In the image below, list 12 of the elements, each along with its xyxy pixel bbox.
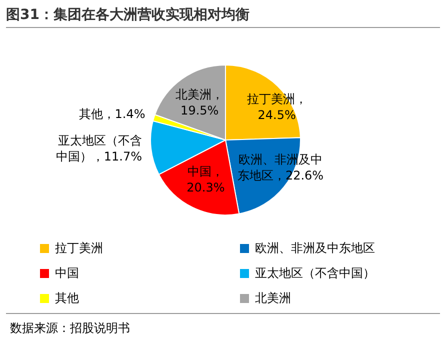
legend-label: 其他 (55, 290, 79, 307)
source-note: 数据来源：招股说明书 (10, 320, 130, 337)
data-label: 北美洲，19.5% (176, 87, 224, 118)
data-label: 中国，20.3% (186, 164, 225, 195)
legend-label: 北美洲 (255, 290, 291, 307)
legend-label: 拉丁美洲 (55, 240, 103, 257)
legend-label: 中国 (55, 265, 79, 282)
data-label: 亚太地区（不含中国），11.7% (56, 133, 142, 164)
data-label: 其他，1.4% (78, 107, 146, 122)
legend-label: 亚太地区（不含中国） (255, 265, 375, 282)
legend-label: 欧洲、非洲及中东地区 (255, 240, 375, 257)
chart-title: 图31：集团在各大洲营收实现相对均衡 (6, 6, 250, 24)
